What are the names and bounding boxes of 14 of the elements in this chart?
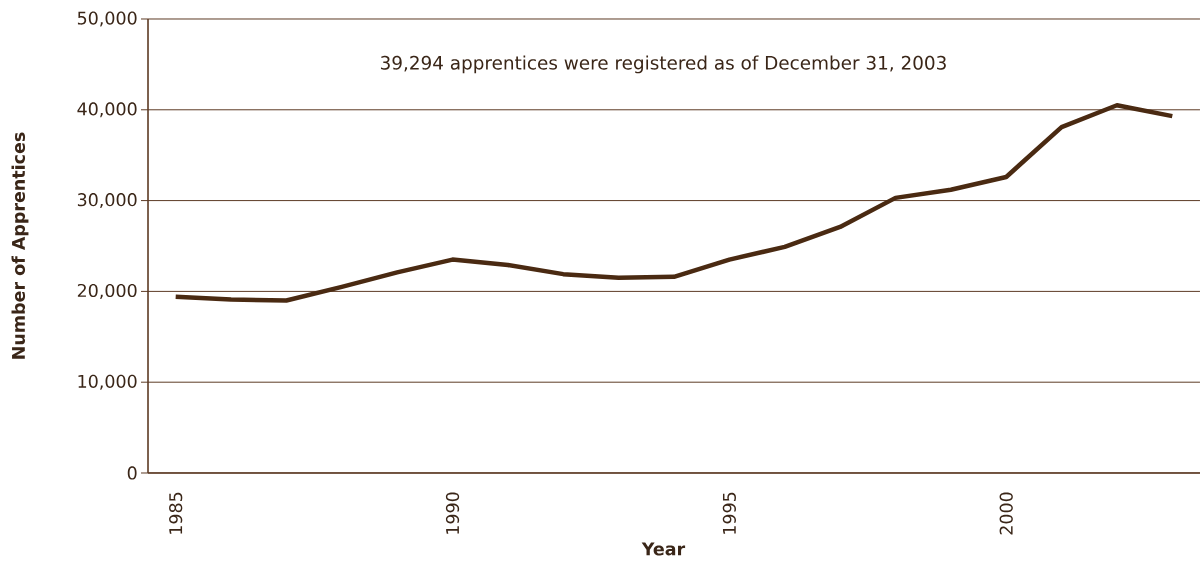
y-axis-title: Number of Apprentices <box>11 132 29 359</box>
x-tick-label: 2000 <box>999 492 1013 535</box>
x-tick-label: 1985 <box>169 492 183 534</box>
line-series <box>173 103 1175 303</box>
y-tick-label: 40,000 <box>77 102 137 118</box>
x-tick-label: 1990 <box>445 492 460 534</box>
y-tick-label: 50,000 <box>77 11 137 27</box>
y-tick-label: 0 <box>127 466 137 480</box>
x-axis-title: Year <box>641 542 686 556</box>
y-tick-label: 30,000 <box>77 193 137 209</box>
annotation: 39,294 apprentices were registered as of December 31, 2003 <box>380 55 946 74</box>
y-tick-label: 10,000 <box>78 374 137 390</box>
y-tick-label: 20,000 <box>77 283 137 299</box>
x-tick-label: 1995 <box>722 492 736 534</box>
